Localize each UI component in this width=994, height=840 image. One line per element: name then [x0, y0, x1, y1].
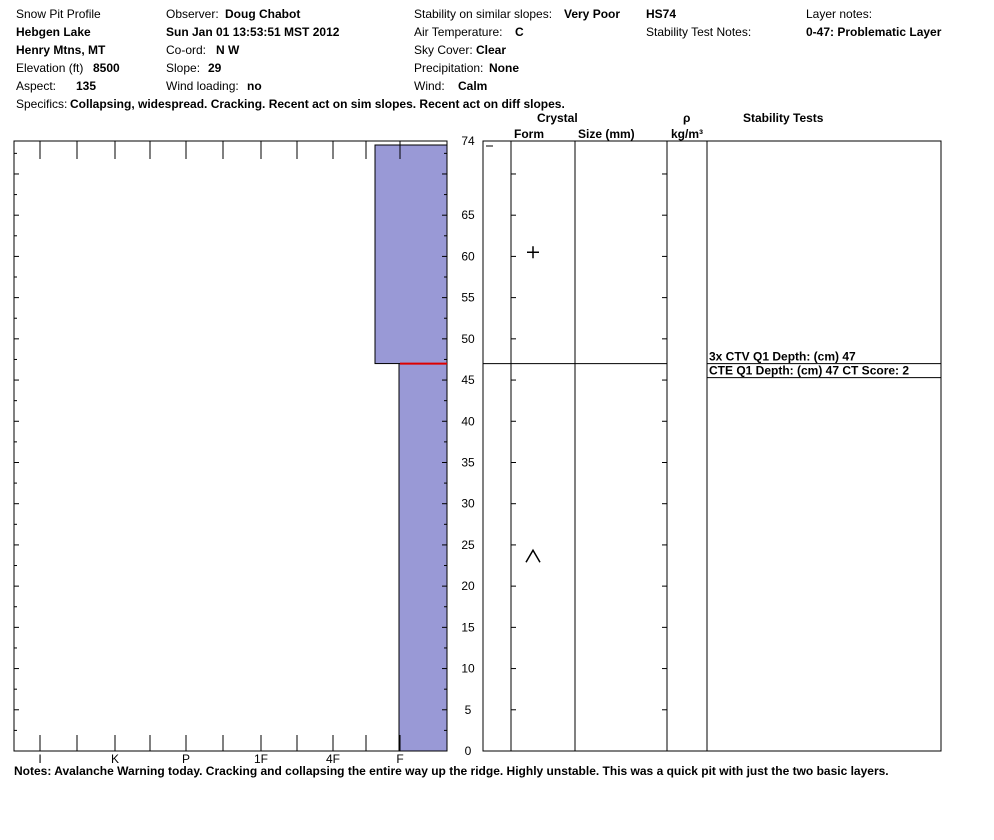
- slope-value: 29: [208, 61, 222, 75]
- depth-tick-label: 25: [461, 538, 475, 552]
- stability-test-label: CTE Q1 Depth: (cm) 47 CT Score: 2: [709, 364, 909, 378]
- precip-value: None: [489, 61, 519, 75]
- layer-notes-value: 0-47: Problematic Layer: [806, 25, 942, 39]
- stability-label: Stability on similar slopes:: [414, 7, 553, 21]
- depth-tick-label: 50: [461, 332, 475, 346]
- wind-loading-value: no: [247, 79, 262, 93]
- wind-label: Wind:: [414, 79, 445, 93]
- new-snow-icon: [527, 246, 539, 259]
- size-header: Size (mm): [578, 127, 635, 141]
- depth-tick-label: 65: [461, 208, 475, 222]
- precip-label: Precipitation:: [414, 61, 484, 75]
- aspect-label: Aspect:: [16, 79, 57, 93]
- location-name: Hebgen Lake: [16, 25, 91, 39]
- layer-notes-label: Layer notes:: [806, 7, 873, 21]
- stability-test-notes-label: Stability Test Notes:: [646, 25, 752, 39]
- range-name: Henry Mtns, MT: [16, 43, 106, 57]
- crystal-panel-frame: [482, 140, 942, 752]
- depth-hoar-icon: [525, 548, 541, 563]
- elevation-value: 8500: [93, 61, 120, 75]
- wind-value: Calm: [458, 79, 488, 93]
- crystal-header: Crystal: [537, 111, 578, 125]
- chart-frames: [13, 140, 942, 752]
- hardness-layer-bar: [398, 363, 448, 752]
- profile-title: Snow Pit Profile: [16, 7, 101, 21]
- hardness-tick-label: 4F: [326, 752, 340, 766]
- slope-label: Slope:: [166, 61, 201, 75]
- air-temp-value: C: [515, 25, 524, 39]
- density-symbol: ρ: [683, 111, 691, 125]
- hs-value: HS74: [646, 7, 677, 21]
- form-header: Form: [514, 127, 544, 141]
- sky-cover-value: Clear: [476, 43, 507, 57]
- hardness-tick-label: P: [182, 752, 190, 766]
- specifics-label: Specifics:: [16, 97, 68, 111]
- depth-tick-label: 5: [465, 703, 472, 717]
- observer-value: Doug Chabot: [225, 7, 301, 21]
- hardness-tick-label: K: [111, 752, 119, 766]
- wind-loading-label: Wind loading:: [166, 79, 239, 93]
- depth-tick-label: 45: [461, 373, 475, 387]
- depth-tick-label: 30: [461, 497, 475, 511]
- hardness-tick-label: I: [38, 752, 41, 766]
- depth-tick-label: 15: [461, 620, 475, 634]
- depth-tick-label: 35: [461, 455, 475, 469]
- depth-tick-labels: 0 5 10 15 20 25 30 35 40 45 50 55 60 65 74: [461, 134, 475, 758]
- stability-tests-header: Stability Tests: [743, 111, 824, 125]
- hardness-tick-label: 1F: [254, 752, 268, 766]
- depth-tick-label: 0: [465, 744, 472, 758]
- stability-value: Very Poor: [564, 7, 621, 21]
- stability-test-label: 3x CTV Q1 Depth: (cm) 47: [709, 350, 856, 364]
- depth-tick-label: 20: [461, 579, 475, 593]
- depth-tick-label: 60: [461, 249, 475, 263]
- observer-label: Observer:: [166, 7, 219, 21]
- aspect-value: 135: [76, 79, 97, 93]
- density-unit: kg/m³: [671, 127, 704, 141]
- axis-ticks: [14, 141, 667, 752]
- elevation-label: Elevation (ft): [16, 61, 84, 75]
- specifics-value: Collapsing, widespread. Cracking. Recent…: [70, 97, 565, 111]
- depth-tick-label: 74: [461, 134, 475, 148]
- hardness-tick-label: F: [396, 752, 403, 766]
- coord-label: Co-ord:: [166, 43, 207, 57]
- notes-text: Notes: Avalanche Warning today. Cracking…: [14, 764, 889, 778]
- coord-value: N W: [216, 43, 240, 57]
- observation-datetime: Sun Jan 01 13:53:51 MST 2012: [166, 25, 340, 39]
- depth-tick-label: 10: [461, 662, 475, 676]
- hardness-layer-bar: [374, 144, 448, 365]
- sky-cover-label: Sky Cover:: [414, 43, 473, 57]
- depth-tick-label: 40: [461, 414, 475, 428]
- crystal-forms: [525, 246, 541, 563]
- air-temp-label: Air Temperature:: [414, 25, 503, 39]
- depth-tick-label: 55: [461, 291, 475, 305]
- hardness-tick-labels: I K P 1F 4F F: [38, 752, 403, 766]
- hardness-layers: [374, 144, 448, 752]
